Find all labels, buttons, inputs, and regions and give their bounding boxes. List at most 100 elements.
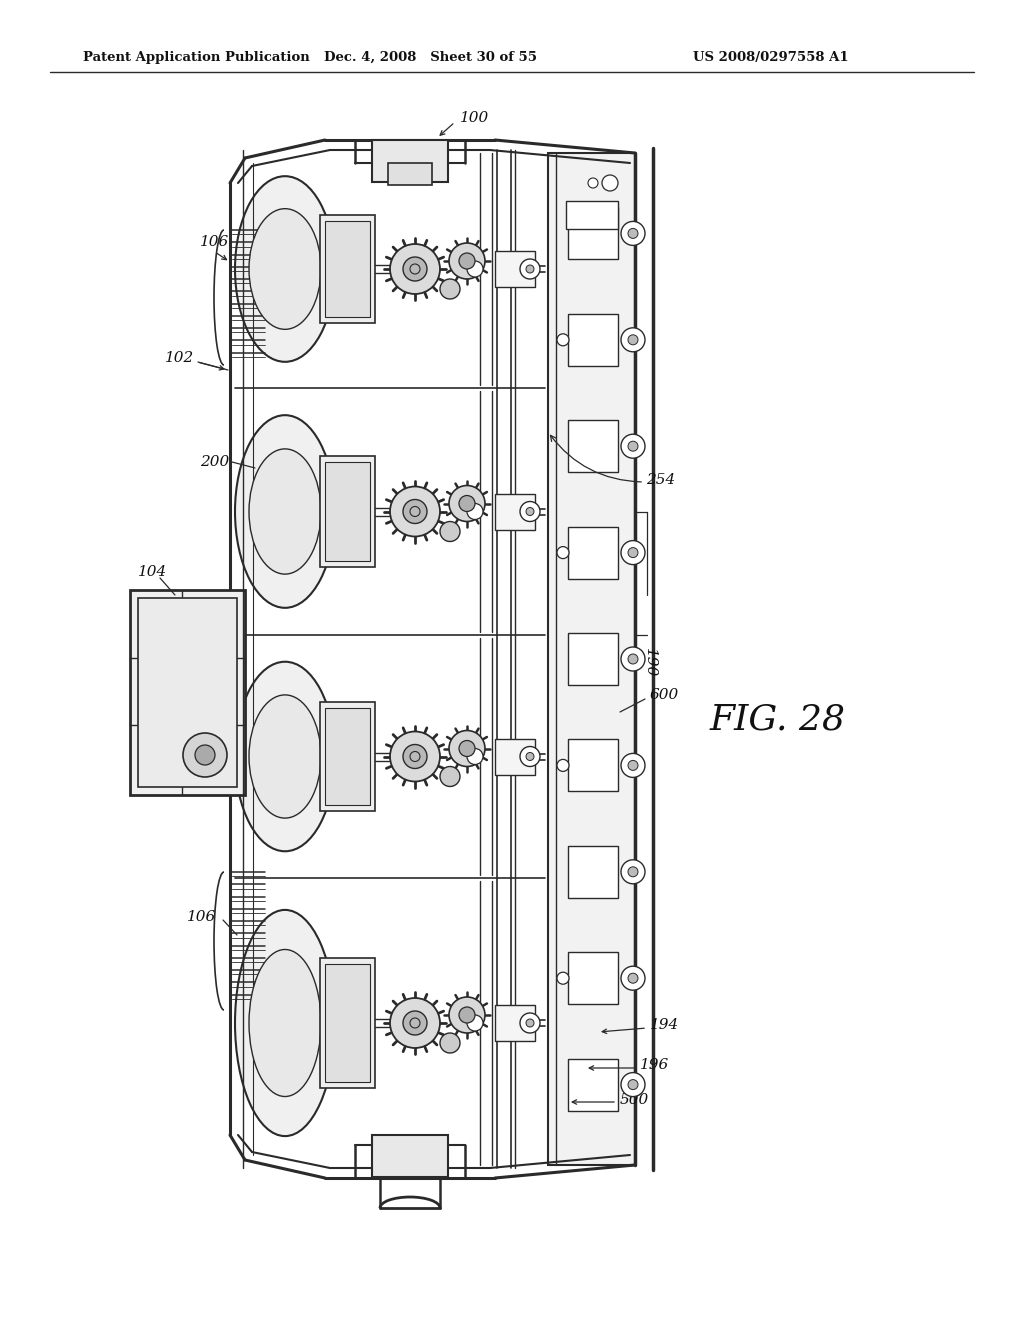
Bar [388, 162, 432, 185]
Circle shape [467, 503, 483, 520]
Circle shape [390, 731, 440, 781]
Text: 102: 102 [165, 351, 195, 366]
Circle shape [183, 733, 227, 777]
Bar [568, 739, 618, 792]
Text: US 2008/0297558 A1: US 2008/0297558 A1 [693, 50, 849, 63]
Circle shape [621, 327, 645, 352]
Circle shape [628, 973, 638, 983]
Bar [568, 314, 618, 366]
Bar [568, 634, 618, 685]
Text: 100: 100 [460, 111, 489, 125]
Circle shape [467, 1015, 483, 1031]
Text: 200: 200 [200, 455, 229, 469]
Text: Patent Application Publication: Patent Application Publication [83, 50, 309, 63]
Bar [325, 462, 370, 561]
Ellipse shape [249, 694, 321, 818]
Bar [495, 494, 535, 529]
Bar [568, 952, 618, 1005]
Bar [566, 201, 618, 228]
Circle shape [628, 335, 638, 345]
Bar [568, 846, 618, 898]
Circle shape [621, 541, 645, 565]
Circle shape [410, 264, 420, 275]
Ellipse shape [234, 176, 335, 362]
Circle shape [449, 730, 485, 767]
Circle shape [520, 502, 540, 521]
Circle shape [557, 546, 569, 558]
Circle shape [449, 997, 485, 1034]
Ellipse shape [249, 209, 321, 329]
Circle shape [602, 176, 618, 191]
Text: 500: 500 [620, 1093, 649, 1107]
Circle shape [621, 647, 645, 671]
Circle shape [621, 754, 645, 777]
Circle shape [403, 257, 427, 281]
Bar [325, 222, 370, 317]
Circle shape [628, 548, 638, 557]
Circle shape [526, 507, 534, 516]
Circle shape [459, 495, 475, 511]
Circle shape [410, 751, 420, 762]
Circle shape [621, 1073, 645, 1097]
Circle shape [621, 222, 645, 246]
Circle shape [449, 486, 485, 521]
Bar [138, 598, 237, 787]
Circle shape [557, 334, 569, 346]
Circle shape [440, 1034, 460, 1053]
Circle shape [557, 973, 569, 985]
Text: 254: 254 [646, 473, 675, 487]
Bar [319, 958, 375, 1088]
Circle shape [403, 499, 427, 524]
Bar [319, 455, 375, 568]
Circle shape [403, 1011, 427, 1035]
Text: 106: 106 [200, 235, 229, 249]
Circle shape [520, 1012, 540, 1034]
Circle shape [440, 521, 460, 541]
Bar [372, 140, 449, 182]
Ellipse shape [234, 661, 335, 851]
Bar [568, 527, 618, 578]
Circle shape [440, 279, 460, 300]
Circle shape [628, 1080, 638, 1089]
Text: 194: 194 [650, 1018, 679, 1032]
Circle shape [459, 253, 475, 269]
Circle shape [390, 244, 440, 294]
Text: 600: 600 [650, 688, 679, 702]
Circle shape [410, 1018, 420, 1028]
Circle shape [390, 998, 440, 1048]
Circle shape [621, 966, 645, 990]
Bar [319, 702, 375, 812]
Circle shape [621, 434, 645, 458]
Circle shape [520, 259, 540, 279]
Bar [568, 1059, 618, 1110]
Circle shape [588, 178, 598, 187]
Circle shape [410, 507, 420, 516]
Circle shape [390, 487, 440, 536]
Ellipse shape [249, 449, 321, 574]
Bar [325, 708, 370, 805]
Circle shape [628, 228, 638, 239]
Circle shape [628, 867, 638, 876]
Circle shape [195, 744, 215, 766]
Bar [130, 590, 245, 795]
Bar [372, 1135, 449, 1177]
Circle shape [526, 1019, 534, 1027]
Circle shape [520, 747, 540, 767]
Circle shape [467, 261, 483, 277]
Circle shape [403, 744, 427, 768]
Circle shape [526, 265, 534, 273]
Text: 106: 106 [187, 909, 216, 924]
Text: 190: 190 [643, 648, 657, 677]
Circle shape [467, 748, 483, 764]
Circle shape [526, 752, 534, 760]
Circle shape [459, 741, 475, 756]
Ellipse shape [234, 909, 335, 1137]
Text: FIG. 28: FIG. 28 [710, 704, 846, 737]
Text: Dec. 4, 2008   Sheet 30 of 55: Dec. 4, 2008 Sheet 30 of 55 [324, 50, 537, 63]
Bar [495, 1005, 535, 1041]
Circle shape [628, 653, 638, 664]
Bar [495, 738, 535, 775]
Circle shape [621, 859, 645, 884]
Bar [325, 964, 370, 1082]
Circle shape [628, 441, 638, 451]
